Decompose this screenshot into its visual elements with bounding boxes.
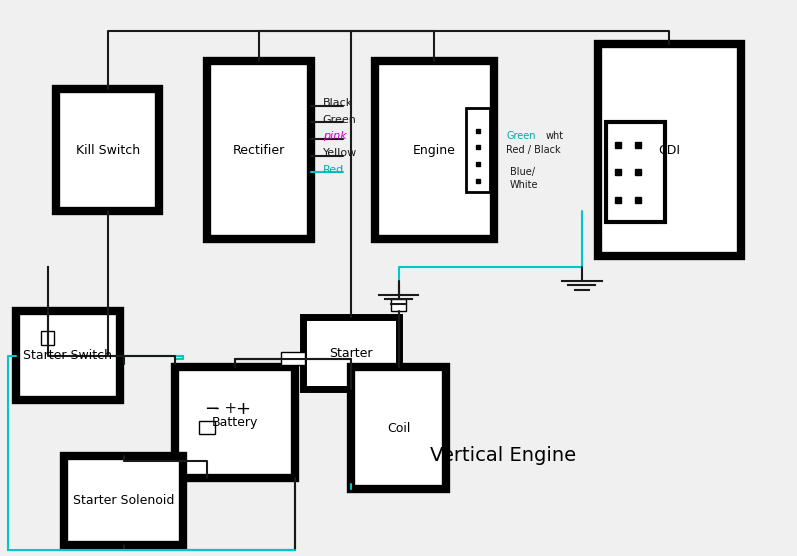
Text: Starter Solenoid: Starter Solenoid [73, 494, 175, 507]
Text: Rectifier: Rectifier [233, 143, 285, 157]
Text: Red: Red [323, 165, 344, 175]
FancyBboxPatch shape [598, 44, 741, 256]
FancyBboxPatch shape [16, 311, 120, 400]
FancyBboxPatch shape [351, 367, 446, 489]
FancyBboxPatch shape [281, 352, 304, 365]
Text: −: − [204, 400, 218, 418]
Text: Coil: Coil [387, 421, 410, 435]
FancyBboxPatch shape [606, 122, 665, 222]
FancyBboxPatch shape [207, 61, 311, 239]
Text: Engine: Engine [413, 143, 456, 157]
FancyBboxPatch shape [391, 299, 406, 311]
Text: Red / Black: Red / Black [506, 145, 561, 155]
Text: Yellow: Yellow [323, 148, 357, 158]
Text: CDI: CDI [658, 143, 681, 157]
FancyBboxPatch shape [175, 367, 295, 478]
FancyBboxPatch shape [41, 331, 54, 345]
FancyBboxPatch shape [375, 61, 494, 239]
FancyBboxPatch shape [303, 317, 398, 389]
Text: Starter: Starter [329, 346, 372, 360]
Text: White: White [510, 180, 539, 190]
FancyBboxPatch shape [64, 456, 183, 545]
FancyBboxPatch shape [466, 108, 490, 192]
Text: Black: Black [323, 98, 353, 108]
Text: Green: Green [506, 131, 536, 141]
Text: Vertical Engine: Vertical Engine [430, 446, 576, 465]
Text: Green: Green [323, 115, 357, 125]
Text: wht: wht [546, 131, 564, 141]
Text: +: + [236, 400, 250, 418]
FancyBboxPatch shape [199, 421, 215, 434]
Text: Blue/: Blue/ [510, 167, 535, 177]
Text: pink: pink [323, 131, 347, 141]
Text: Starter Switch: Starter Switch [23, 349, 112, 363]
Text: Battery: Battery [212, 416, 258, 429]
Text: - +: - + [214, 401, 237, 416]
Text: Kill Switch: Kill Switch [76, 143, 139, 157]
FancyBboxPatch shape [56, 89, 159, 211]
